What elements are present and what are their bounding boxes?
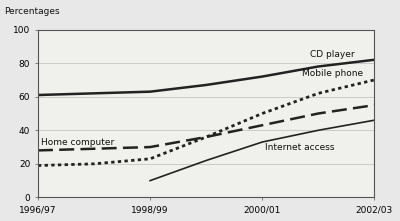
- Text: Home computer: Home computer: [41, 137, 114, 147]
- Text: Internet access: Internet access: [265, 143, 334, 152]
- Text: Percentages: Percentages: [4, 7, 60, 16]
- Text: Mobile phone: Mobile phone: [302, 69, 363, 78]
- Text: CD player: CD player: [310, 50, 354, 59]
